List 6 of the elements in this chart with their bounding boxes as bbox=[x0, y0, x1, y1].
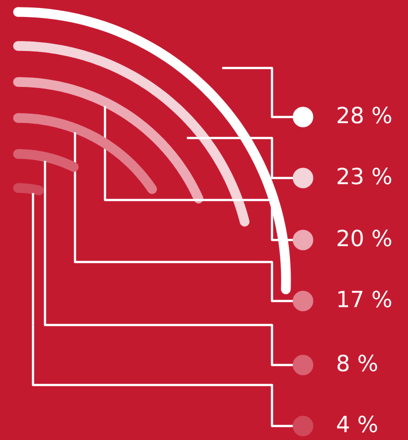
data-label: 8 % bbox=[338, 354, 378, 372]
data-label: 17 % bbox=[338, 290, 392, 308]
data-label: 23 % bbox=[338, 168, 392, 184]
data-label: 20 % bbox=[338, 230, 392, 246]
data-label: 4 % bbox=[337, 416, 378, 432]
data-label: 28 % bbox=[338, 106, 392, 124]
